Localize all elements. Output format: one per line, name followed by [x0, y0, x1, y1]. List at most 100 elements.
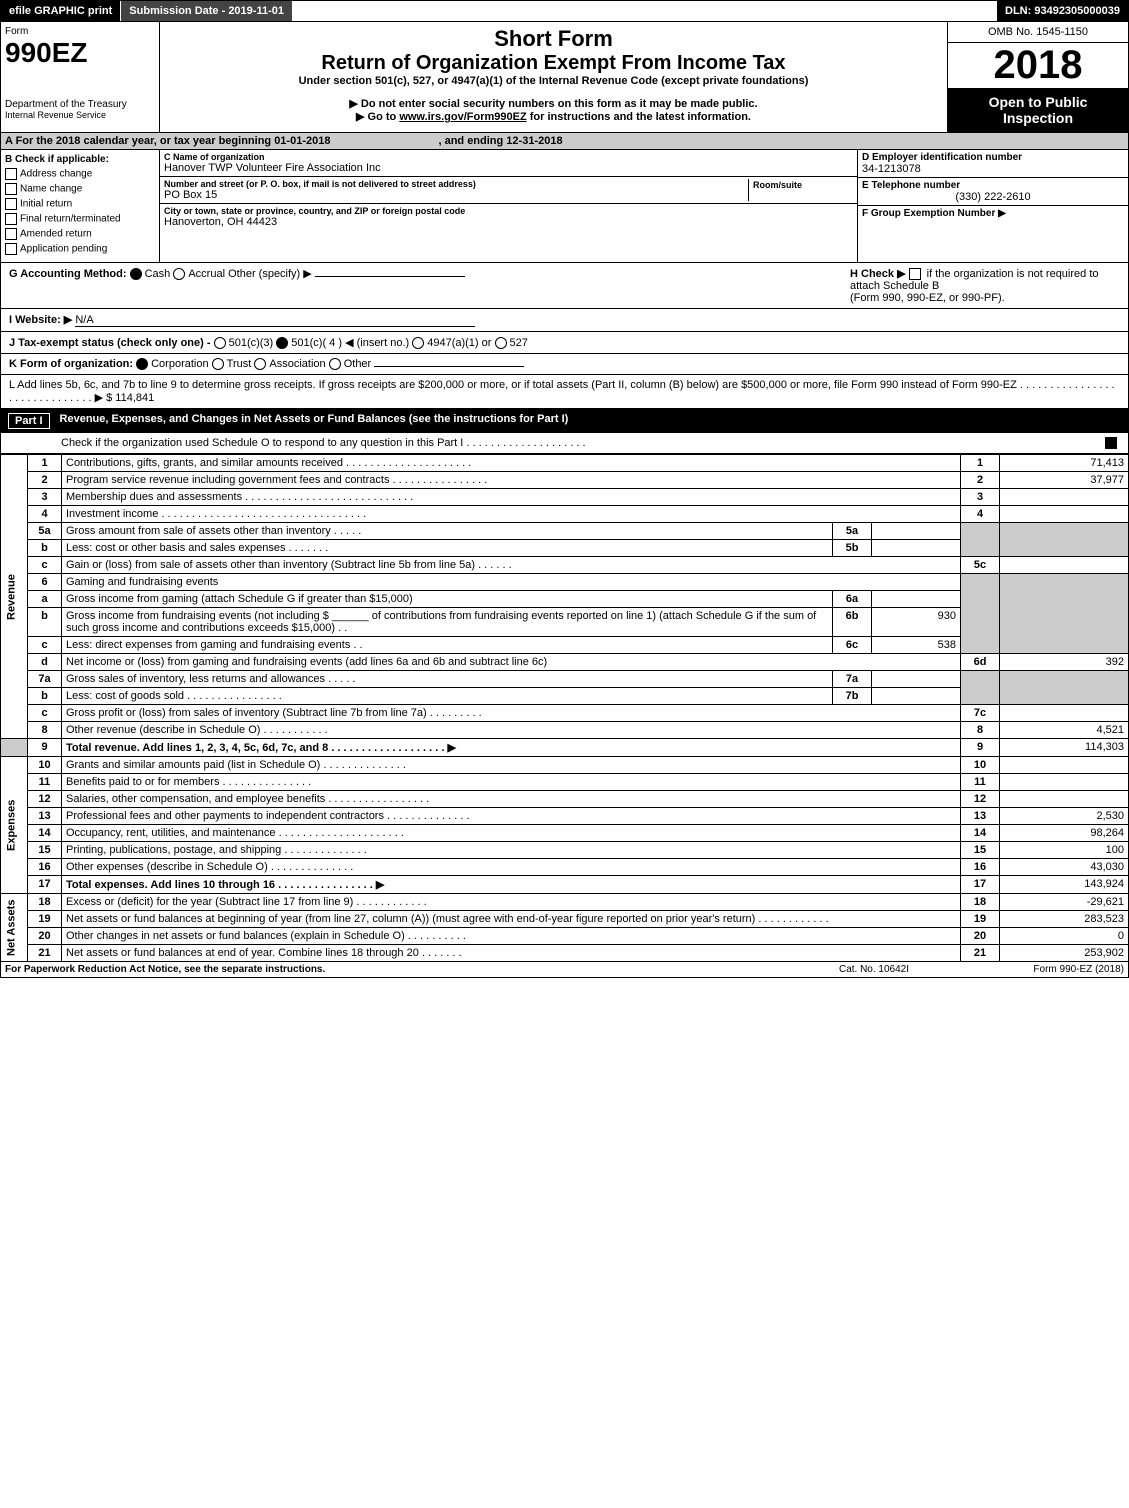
part-1-check-row: Check if the organization used Schedule … [0, 433, 1129, 454]
line-6a-subval [872, 591, 961, 608]
form-header: Form 990EZ Department of the Treasury In… [0, 22, 1129, 133]
line-5b-subnum: 5b [833, 540, 872, 557]
row-a-end: , and ending 12-31-2018 [434, 133, 566, 149]
line-19-num: 19 [961, 911, 1000, 928]
line-5b-desc: Less: cost or other basis and sales expe… [62, 540, 833, 557]
line-12-no: 12 [28, 791, 62, 808]
line-7c-no: c [28, 705, 62, 722]
line-5a-no: 5a [28, 523, 62, 540]
line-15-val: 100 [1000, 842, 1129, 859]
chk-address-change[interactable]: Address change [5, 168, 155, 180]
chk-final-return[interactable]: Final return/terminated [5, 213, 155, 225]
line-8-desc: Other revenue (describe in Schedule O) .… [62, 722, 961, 739]
line-16-no: 16 [28, 859, 62, 876]
open-public-line1: Open to Public [989, 94, 1088, 110]
line-5c-desc: Gain or (loss) from sale of assets other… [62, 557, 961, 574]
line-5a-subval [872, 523, 961, 540]
chk-501c3[interactable] [214, 337, 226, 349]
chk-schedule-b[interactable] [909, 268, 921, 280]
line-8-no: 8 [28, 722, 62, 739]
line-11-no: 11 [28, 774, 62, 791]
line-7b-desc: Less: cost of goods sold . . . . . . . .… [62, 688, 833, 705]
line-7b-no: b [28, 688, 62, 705]
line-1-val: 71,413 [1000, 455, 1129, 472]
line-2-no: 2 [28, 472, 62, 489]
chk-accrual[interactable] [173, 268, 185, 280]
line-17-desc: Total expenses. Add lines 10 through 16 … [62, 876, 961, 894]
row-l-text: L Add lines 5b, 6c, and 7b to line 9 to … [9, 379, 1115, 404]
footer-left: For Paperwork Reduction Act Notice, see … [5, 964, 774, 975]
chk-4947[interactable] [412, 337, 424, 349]
line-6a-subnum: 6a [833, 591, 872, 608]
line-9-desc: Total revenue. Add lines 1, 2, 3, 4, 5c,… [62, 739, 961, 757]
section-bcd: B Check if applicable: Address change Na… [0, 150, 1129, 263]
line-2-num: 2 [961, 472, 1000, 489]
room-label: Room/suite [753, 180, 802, 190]
line-6a-no: a [28, 591, 62, 608]
line-4-num: 4 [961, 506, 1000, 523]
line-7c-desc: Gross profit or (loss) from sales of inv… [62, 705, 961, 722]
line-6c-desc: Less: direct expenses from gaming and fu… [62, 637, 833, 654]
line-6b-subnum: 6b [833, 608, 872, 637]
chk-name-change[interactable]: Name change [5, 183, 155, 195]
subtitle: Under section 501(c), 527, or 4947(a)(1)… [164, 75, 943, 87]
line-13-num: 13 [961, 808, 1000, 825]
line-5c-num: 5c [961, 557, 1000, 574]
chk-cash[interactable] [130, 268, 142, 280]
line-6c-subval: 538 [872, 637, 961, 654]
line-13-desc: Professional fees and other payments to … [62, 808, 961, 825]
part-1-title: Revenue, Expenses, and Changes in Net As… [60, 413, 569, 429]
efile-print-button[interactable]: efile GRAPHIC print [1, 1, 121, 21]
chk-527[interactable] [495, 337, 507, 349]
chk-initial-return[interactable]: Initial return [5, 198, 155, 210]
line-8-num: 8 [961, 722, 1000, 739]
part-1-table: Revenue 1 Contributions, gifts, grants, … [0, 454, 1129, 962]
check-h-label: H Check ▶ [850, 268, 906, 280]
irs-label: Internal Revenue Service [5, 110, 155, 120]
line-9-num: 9 [961, 739, 1000, 757]
line-18-num: 18 [961, 894, 1000, 911]
accounting-method-label: G Accounting Method: [9, 268, 127, 280]
line-7b-subnum: 7b [833, 688, 872, 705]
title-cell: Short Form Return of Organization Exempt… [160, 22, 947, 132]
chk-association[interactable] [254, 358, 266, 370]
line-6d-desc: Net income or (loss) from gaming and fun… [62, 654, 961, 671]
line-6b-no: b [28, 608, 62, 637]
chk-corporation[interactable] [136, 358, 148, 370]
row-g: G Accounting Method: Cash Accrual Other … [9, 267, 842, 304]
line-19-no: 19 [28, 911, 62, 928]
chk-schedule-o-used[interactable] [1105, 437, 1117, 449]
chk-amended-return[interactable]: Amended return [5, 228, 155, 240]
omb-number: OMB No. 1545-1150 [948, 22, 1128, 43]
submission-date-button[interactable]: Submission Date - 2019-11-01 [121, 1, 292, 21]
main-title: Return of Organization Exempt From Incom… [164, 52, 943, 75]
line-4-desc: Investment income . . . . . . . . . . . … [62, 506, 961, 523]
line-21-no: 21 [28, 945, 62, 962]
line-6d-num: 6d [961, 654, 1000, 671]
line-4-val [1000, 506, 1129, 523]
page-footer: For Paperwork Reduction Act Notice, see … [0, 962, 1129, 978]
chk-application-pending[interactable]: Application pending [5, 243, 155, 255]
netassets-side-label: Net Assets [1, 894, 28, 962]
line-7a-subval [872, 671, 961, 688]
right-header-cell: OMB No. 1545-1150 2018 Open to Public In… [947, 22, 1128, 132]
form-number: 990EZ [5, 37, 155, 69]
chk-other-org[interactable] [329, 358, 341, 370]
line-12-desc: Salaries, other compensation, and employ… [62, 791, 961, 808]
form-number-cell: Form 990EZ Department of the Treasury In… [1, 22, 160, 132]
irs-url-link[interactable]: www.irs.gov/Form990EZ [399, 111, 526, 123]
line-6c-subnum: 6c [833, 637, 872, 654]
line-15-no: 15 [28, 842, 62, 859]
chk-501c[interactable] [276, 337, 288, 349]
chk-trust[interactable] [212, 358, 224, 370]
col-b-checkboxes: B Check if applicable: Address change Na… [1, 150, 160, 262]
part-1-header: Part I Revenue, Expenses, and Changes in… [0, 409, 1129, 433]
line-1-no: 1 [28, 455, 62, 472]
part-1-label: Part I [8, 413, 50, 429]
form-label: Form [5, 26, 155, 37]
line-10-val [1000, 757, 1129, 774]
line-11-desc: Benefits paid to or for members . . . . … [62, 774, 961, 791]
line-6b-desc: Gross income from fundraising events (no… [62, 608, 833, 637]
row-k-form-of-org: K Form of organization: Corporation Trus… [0, 354, 1129, 375]
ein-value: 34-1213078 [862, 163, 1124, 175]
